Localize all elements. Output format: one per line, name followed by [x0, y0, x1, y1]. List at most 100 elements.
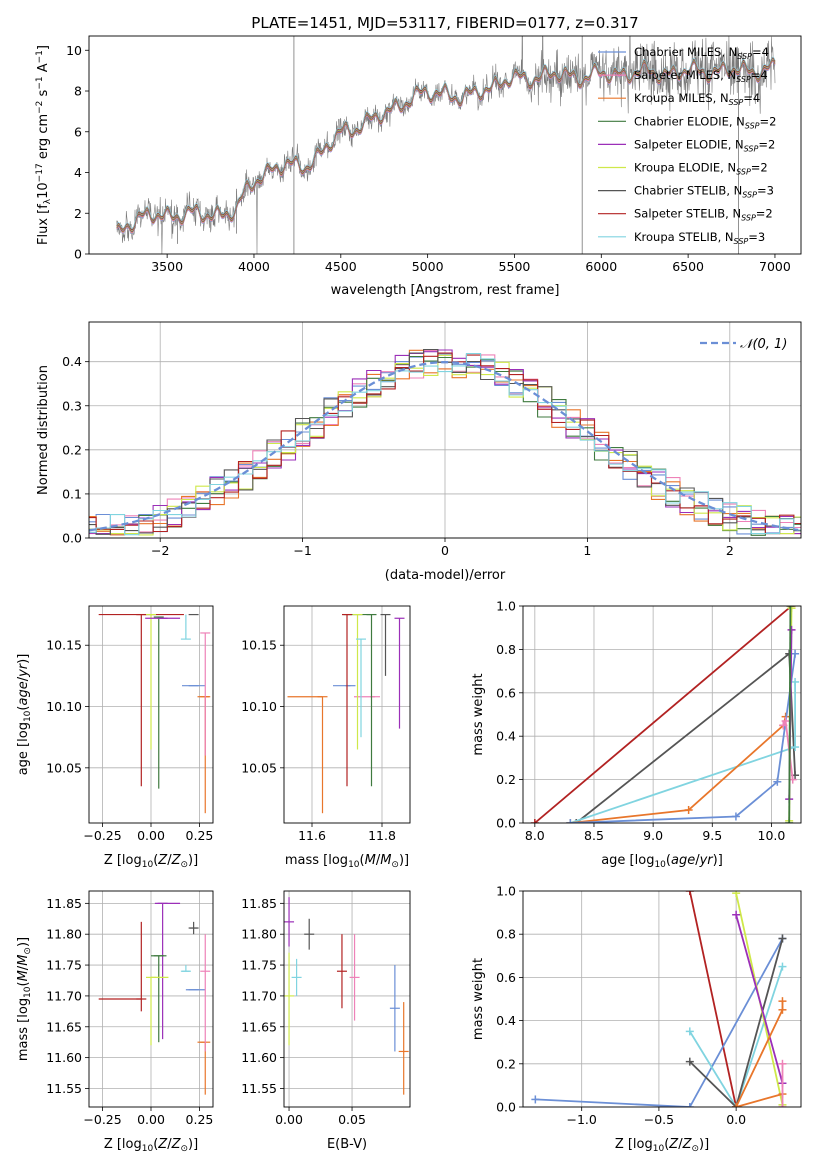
label-part: ( [664, 1137, 669, 1152]
label-part: erg cm [36, 114, 51, 163]
normal-distribution-curve [89, 360, 799, 532]
y-tick-label: 2 [74, 206, 82, 221]
y-tick-label: 11.55 [241, 1081, 277, 1096]
x-tick-label: 8.5 [584, 828, 604, 843]
y-axis-label: Flux [fλ10−17 erg cm−2 s−1 A−1] [35, 45, 53, 245]
label-part: 10 [348, 860, 360, 870]
axes-age-vs-mass: 11.6 11.8 10.05 10.10 10.15 [241, 605, 411, 843]
residual-histogram-step [89, 352, 801, 535]
legend-label-tail: =2 [751, 161, 768, 175]
label-part: 10 [142, 860, 154, 870]
label-part: Z [668, 1137, 679, 1152]
legend-label: Salpeter MILES, NSSP=4 [634, 68, 768, 84]
label-part: Z [157, 853, 168, 868]
y-tick-label: 8 [74, 84, 82, 99]
plot-area-spectrum [116, 36, 776, 254]
y-tick-label: 0 [74, 247, 82, 262]
label-part: 10 [653, 1144, 665, 1154]
y-tick-label: 1.0 [496, 599, 516, 614]
legend-label: Chabrier STELIB, NSSP=3 [634, 184, 774, 200]
label-part: ( [16, 706, 31, 711]
label-part: / [167, 1137, 172, 1152]
x-axis-label: mass [log10(M/M⊙)] [285, 853, 409, 870]
label-part: 10 [142, 1144, 154, 1154]
x-tick-label: 0.00 [275, 1112, 303, 1127]
y-axis-label: mass weight [471, 958, 486, 1040]
plot-area-mass-weight-vs-age [530, 606, 800, 823]
y-tick-label: 0.0 [496, 1100, 516, 1115]
x-tick-label: −0.25 [83, 1112, 121, 1127]
axes-frame [283, 890, 411, 1108]
legend-label-sub: SSP [745, 121, 760, 130]
label-part: )] [188, 853, 198, 868]
label-part: age [671, 853, 695, 868]
label-part: ⊙ [180, 1144, 188, 1154]
axes-mass-weight-vs-Z: −1.0 −0.5 0.0 0.0 0.2 0.4 0.6 0.8 1.0 [496, 884, 802, 1127]
label-part: M [16, 970, 31, 981]
label-part: )] [713, 853, 723, 868]
plot-area-mass-vs-Z [98, 902, 211, 1095]
label-part: −1 [35, 76, 45, 89]
y-axis-label: mass weight [471, 673, 486, 755]
legend-label-main: Salpeter MILES, N [634, 68, 736, 82]
y-tick-label: 0.6 [496, 685, 516, 700]
axes-frame [88, 35, 802, 255]
x-tick-label: −0.25 [83, 828, 121, 843]
x-tick-label: 0.25 [186, 1112, 214, 1127]
mass-weight-line [534, 606, 793, 823]
y-tick-label: 0.3 [62, 398, 82, 413]
label-part: 10 [23, 710, 33, 722]
x-axis-label: Z [log10(Z/Z⊙)] [615, 1137, 709, 1154]
label-part: Z [log [104, 1137, 142, 1152]
mass-weight-line [570, 716, 787, 823]
label-part: ⊙ [23, 947, 33, 955]
label-part: 10 [654, 860, 666, 870]
y-tick-label: 0.4 [496, 1013, 516, 1028]
x-axis-label: Z [log10(Z/Z⊙)] [104, 853, 198, 870]
x-tick-label: 0.05 [338, 1112, 366, 1127]
y-tick-label: 0.8 [496, 642, 516, 657]
legend-label-sub: SSP [737, 52, 752, 61]
x-tick-label: 2 [726, 543, 734, 558]
mass-weight-line [689, 966, 784, 1107]
label-part: yr [16, 662, 31, 678]
y-tick-label: 11.70 [241, 988, 277, 1003]
label-part: Z [log [104, 853, 142, 868]
legend-label-main: Kroupa ELODIE, N [634, 161, 736, 175]
y-tick-label: 0.0 [496, 816, 516, 831]
y-tick-label: 11.85 [241, 896, 277, 911]
x-tick-label: 11.8 [368, 828, 396, 843]
label-part: Flux [f [36, 204, 51, 245]
legend-label-tail: =2 [758, 137, 775, 151]
y-tick-label: 10 [66, 43, 82, 58]
legend-label-tail: =4 [751, 68, 768, 82]
axes-mass-weight-vs-age: 8.0 8.5 9.0 9.5 10.0 0.0 0.2 0.4 0.6 0.8 1.0 [496, 599, 802, 843]
axes-mass-vs-ebv: 0.00 0.05 11.55 11.60 11.65 11.70 11.75 11.80 11… [241, 890, 411, 1127]
label-part: Z [171, 853, 182, 868]
y-tick-label: 0.4 [496, 729, 516, 744]
y-tick-label: 0.6 [496, 970, 516, 985]
legend-label: Chabrier MILES, NSSP=4 [634, 45, 769, 61]
legend-label: Chabrier ELODIE, NSSP=2 [634, 114, 776, 130]
y-tick-label: 0.8 [496, 927, 516, 942]
label-part: ( [16, 981, 31, 986]
x-axis-label: age [log10(age/yr)] [601, 853, 723, 870]
label-part: ⊙ [180, 860, 188, 870]
label-part: M [380, 853, 391, 868]
y-tick-label: 1.0 [496, 884, 516, 899]
legend-label-main: Salpeter STELIB, N [634, 207, 741, 221]
axes-residuals: −2 −1 0 1 2 0.0 0.1 0.2 0.3 0.4 [62, 321, 802, 558]
legend-label-tail: =4 [752, 45, 769, 59]
axes-spectrum: 3500 4000 4500 5000 5500 6000 6500 7000 0 2 4 6 8 10 [66, 35, 802, 274]
legend-label: Salpeter ELODIE, NSSP=2 [634, 137, 775, 153]
axes-frame [283, 605, 411, 824]
mass-weight-line [735, 1001, 784, 1107]
y-axis-label: Normed distribution [36, 365, 51, 495]
mass-weight-line [688, 891, 737, 1107]
axes-frame [88, 890, 214, 1108]
y-tick-label: 6 [74, 124, 82, 139]
x-tick-label: 0.25 [186, 828, 214, 843]
x-tick-label: 8.0 [525, 828, 545, 843]
